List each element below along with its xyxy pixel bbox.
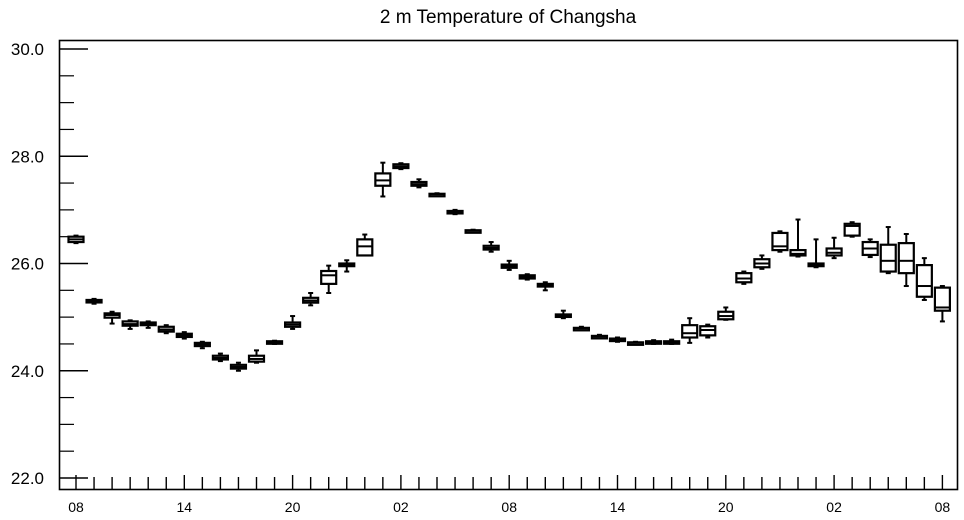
box-body [771,231,789,252]
x-axis: 08 14 20 02 08 14 20 02 08 [68,475,950,515]
box-mark [554,309,572,320]
y-tick-label: 24.0 [11,362,44,381]
box-mark [464,228,482,234]
box-body [789,248,807,257]
box-mark [193,340,211,350]
box-mark [211,352,229,363]
box-mark [247,349,266,364]
box-mark [861,238,879,259]
box-mark [338,259,356,273]
box-mark [265,339,284,345]
box-mark [735,270,753,285]
box-mark [536,281,554,292]
x-tick-label: 20 [285,499,301,515]
box-mark [681,317,699,344]
box-mark [572,325,591,332]
box-body [320,269,338,285]
box-body [897,242,915,275]
y-tick-label: 28.0 [11,147,44,166]
box-mark [229,361,248,372]
box-mark [663,338,681,345]
box-mark [175,331,193,340]
box-mark [374,161,392,198]
box-mark [302,291,320,307]
box-mark [320,264,338,294]
x-tick-label: 08 [501,499,517,515]
box-mark [807,238,825,269]
box-mark [157,324,175,335]
box-mark [699,323,717,339]
box-mark [753,254,771,270]
x-tick-label: 14 [610,499,626,515]
box-mark [121,319,139,330]
x-tick-label: 02 [393,499,409,515]
x-tick-label: 08 [935,499,951,515]
box-mark [626,340,645,346]
box-mark [428,192,446,198]
box-mark [500,259,518,271]
y-tick-label: 30.0 [11,40,44,59]
box-mark [915,257,933,301]
box-body [879,243,897,273]
box-mark [284,315,302,330]
box-mark [392,162,410,171]
box-series [67,161,952,372]
box-mark [590,333,609,340]
x-tick-label: 20 [718,499,734,515]
box-mark [139,320,157,329]
box-mark [644,339,663,345]
box-mark [717,306,735,321]
chart-title: 2 m Temperature of Changsha [380,7,637,28]
plot-frame [58,39,959,491]
box-mark [518,273,536,281]
x-tick-label: 14 [177,499,193,515]
box-mark [771,230,789,253]
box-mark [482,241,500,253]
box-body [843,222,861,237]
box-body [933,286,952,312]
x-tick-label: 08 [68,499,84,515]
box-mark [843,221,861,238]
box-mark [410,178,428,189]
box-mark [103,310,121,325]
y-axis: 22.0 24.0 26.0 28.0 30.0 [11,40,88,488]
box-mark [67,234,85,245]
box-mark [933,285,952,323]
box-mark [897,233,915,288]
x-tick-label: 02 [826,499,842,515]
box-mark [608,336,627,343]
y-tick-label: 22.0 [11,469,44,488]
box-mark [825,236,843,260]
y-tick-label: 26.0 [11,255,44,274]
box-mark [85,297,103,305]
box-body [681,324,699,339]
box-mark [356,233,374,257]
box-mark [446,208,464,216]
box-body [915,264,933,298]
box-body [356,238,374,257]
box-mark [879,226,897,275]
box-mark [789,218,807,258]
